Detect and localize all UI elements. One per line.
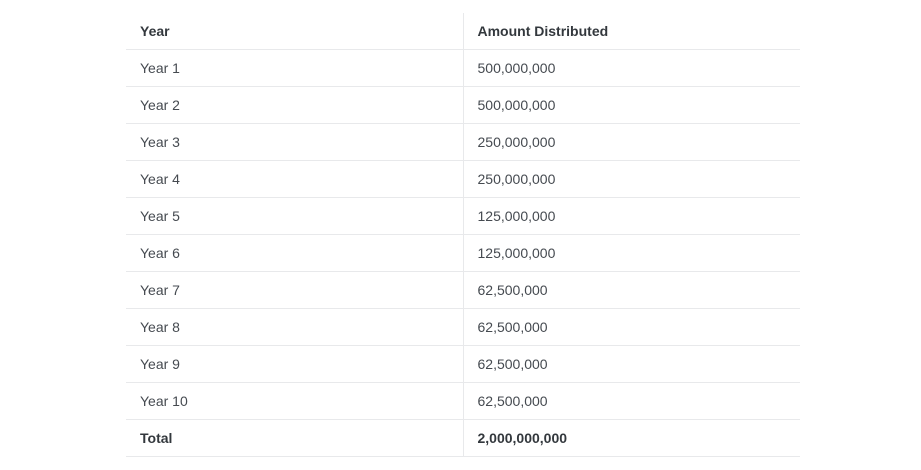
cell-year: Year 2: [126, 86, 463, 124]
cell-amount: 62,500,000: [462, 271, 800, 309]
table-row: Year 4 250,000,000: [126, 160, 800, 198]
table-row: Year 9 62,500,000: [126, 345, 800, 383]
cell-amount: 500,000,000: [462, 86, 800, 124]
table-row: Year 7 62,500,000: [126, 271, 800, 309]
total-row: Total 2,000,000,000: [126, 419, 800, 457]
cell-amount: 250,000,000: [462, 160, 800, 198]
column-header-year: Year: [126, 13, 463, 50]
cell-amount: 62,500,000: [462, 308, 800, 346]
cell-year: Year 9: [126, 345, 463, 383]
cell-year: Year 7: [126, 271, 463, 309]
table-row: Year 10 62,500,000: [126, 382, 800, 420]
cell-amount: 500,000,000: [462, 49, 800, 87]
total-label: Total: [126, 419, 463, 457]
cell-year: Year 6: [126, 234, 463, 272]
cell-amount: 62,500,000: [462, 345, 800, 383]
cell-year: Year 5: [126, 197, 463, 235]
cell-year: Year 4: [126, 160, 463, 198]
table-row: Year 3 250,000,000: [126, 123, 800, 161]
table-row: Year 1 500,000,000: [126, 49, 800, 87]
cell-year: Year 10: [126, 382, 463, 420]
distribution-table-container: Year Amount Distributed Year 1 500,000,0…: [126, 13, 800, 457]
cell-year: Year 8: [126, 308, 463, 346]
cell-year: Year 1: [126, 49, 463, 87]
table-row: Year 2 500,000,000: [126, 86, 800, 124]
table-row: Year 5 125,000,000: [126, 197, 800, 235]
total-amount: 2,000,000,000: [462, 419, 800, 457]
table-row: Year 6 125,000,000: [126, 234, 800, 272]
column-header-amount: Amount Distributed: [462, 13, 800, 50]
cell-amount: 62,500,000: [462, 382, 800, 420]
cell-year: Year 3: [126, 123, 463, 161]
cell-amount: 250,000,000: [462, 123, 800, 161]
distribution-table: Year Amount Distributed Year 1 500,000,0…: [126, 13, 800, 457]
cell-amount: 125,000,000: [462, 197, 800, 235]
table-row: Year 8 62,500,000: [126, 308, 800, 346]
cell-amount: 125,000,000: [462, 234, 800, 272]
table-header-row: Year Amount Distributed: [126, 13, 800, 50]
